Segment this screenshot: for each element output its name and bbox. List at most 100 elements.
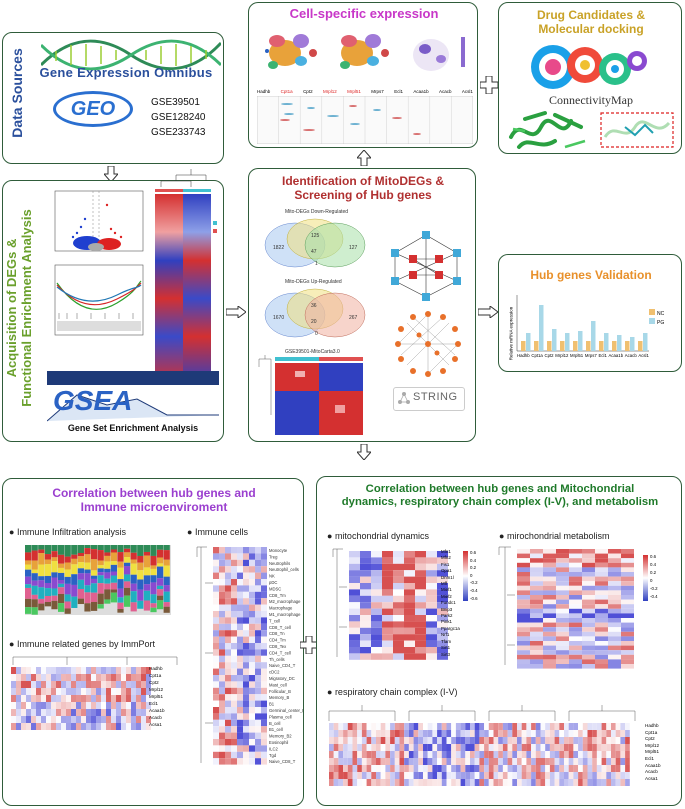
infiltration-segment — [91, 583, 98, 593]
heatmap-cell — [360, 589, 371, 596]
heatmap-cell — [237, 649, 243, 656]
heatmap-cell — [141, 702, 146, 709]
heatmap-cell — [213, 662, 219, 669]
heatmap-cell — [61, 681, 66, 688]
heatmap-cell — [502, 744, 508, 751]
heatmap-cell — [66, 709, 71, 716]
heatmap-cell — [484, 751, 489, 758]
infiltration-segment — [150, 555, 157, 566]
heatmap-cell — [556, 650, 569, 655]
heatmap-cell — [261, 598, 267, 605]
heatmap-cell — [231, 668, 237, 675]
heatmap-cell — [360, 640, 371, 647]
heatmap-cell — [231, 719, 237, 727]
heatmap-cell — [213, 713, 219, 720]
heatmap-cell — [568, 744, 574, 751]
heatmap-cell — [86, 688, 91, 695]
infiltration-segment — [110, 575, 117, 583]
heatmap-cell — [621, 604, 634, 609]
heatmap-cell — [399, 751, 405, 758]
arrow-up-icon — [357, 150, 371, 166]
infiltration-segment — [130, 574, 137, 584]
infiltration-segment — [77, 545, 84, 553]
immune-cell-label: CD8_Tm — [269, 593, 286, 598]
heatmap-cell — [249, 585, 255, 592]
heatmap-cell — [213, 604, 219, 611]
infiltration-segment — [38, 564, 45, 577]
heatmap-cell — [455, 751, 461, 758]
heatmap-cell — [86, 702, 91, 709]
immune-cell-label: Macrophage — [269, 606, 293, 611]
arrow-down-icon — [357, 444, 371, 460]
heatmap-cell — [338, 730, 344, 737]
heatmap-cell — [219, 687, 225, 695]
immune-cell-label: CD4_Tm — [269, 638, 286, 643]
heatmap-cell — [111, 709, 116, 716]
heatmap-cell — [530, 650, 543, 655]
heatmap-cell — [101, 681, 106, 688]
heatmap-cell — [621, 631, 634, 637]
heatmap-cell — [225, 579, 231, 586]
heatmap-cell — [349, 589, 360, 596]
heatmap-cell — [426, 589, 437, 596]
heatmap-cell — [380, 723, 386, 730]
heatmap-cell — [423, 744, 428, 751]
heatmap-cell — [96, 681, 101, 688]
heatmap-cell — [564, 758, 569, 765]
heatmap-cell — [415, 608, 426, 615]
heatmap-cell — [399, 744, 405, 751]
heatmap-cell — [249, 694, 255, 701]
heatmap-cell — [601, 758, 607, 765]
heatmap-cell — [474, 751, 480, 758]
heatmap-cell — [620, 723, 626, 730]
heatmap-cell — [451, 779, 456, 786]
heatmap-cell — [573, 744, 579, 751]
heatmap-cell — [408, 737, 414, 744]
heatmap-cell — [349, 615, 360, 622]
heatmap-cell — [237, 604, 243, 611]
infiltration-segment — [163, 559, 170, 566]
heatmap-cell — [213, 643, 219, 650]
heatmap-cell — [587, 751, 593, 758]
heatmap-cell — [131, 681, 136, 688]
heatmap-cell — [427, 751, 433, 758]
heatmap-cell — [380, 779, 386, 786]
heatmap-cell — [559, 765, 564, 772]
heatmap-cell — [608, 576, 621, 582]
heatmap-cell — [111, 723, 116, 730]
infiltration-segment — [163, 576, 170, 586]
heatmap-cell — [343, 730, 348, 737]
heatmap-cell — [231, 617, 237, 624]
heatmap-cell — [213, 559, 219, 567]
heatmap-cell — [569, 558, 582, 563]
heatmap-cell — [441, 772, 447, 779]
heatmap-cell — [404, 551, 415, 558]
heatmap-cell — [255, 579, 261, 586]
heatmap-cell — [225, 713, 231, 720]
infiltration-segment — [150, 594, 157, 604]
heatmap-cell — [549, 758, 555, 765]
validation-xlabel: Acacb — [624, 353, 637, 358]
heatmap-cell — [608, 567, 621, 572]
heatmap-cell — [540, 723, 546, 730]
heatmap-cell — [338, 779, 344, 786]
heatmap-cell — [549, 772, 555, 779]
heatmap-cell — [606, 723, 611, 730]
heatmap-cell — [382, 634, 393, 641]
heatmap-cell — [556, 622, 569, 628]
heatmap-cell — [554, 730, 560, 737]
heatmap-cell — [455, 779, 461, 786]
heatmap-cell — [621, 650, 634, 655]
heatmap-cell — [96, 695, 101, 702]
heatmap-cell — [446, 723, 452, 730]
heatmap-cell — [404, 621, 415, 628]
heatmap-cell — [418, 723, 423, 730]
heatmap-cell — [231, 630, 237, 637]
validation-xlabel: Mrps7 — [584, 353, 597, 358]
heatmap-cell — [393, 551, 404, 558]
mito-degs-panel: Identification of MitoDEGs & Screening o… — [248, 168, 476, 442]
heatmap-cell — [219, 700, 225, 707]
heatmap-cell — [36, 681, 41, 688]
heatmap-cell — [349, 570, 360, 577]
venn2-number: 0 — [315, 331, 318, 337]
